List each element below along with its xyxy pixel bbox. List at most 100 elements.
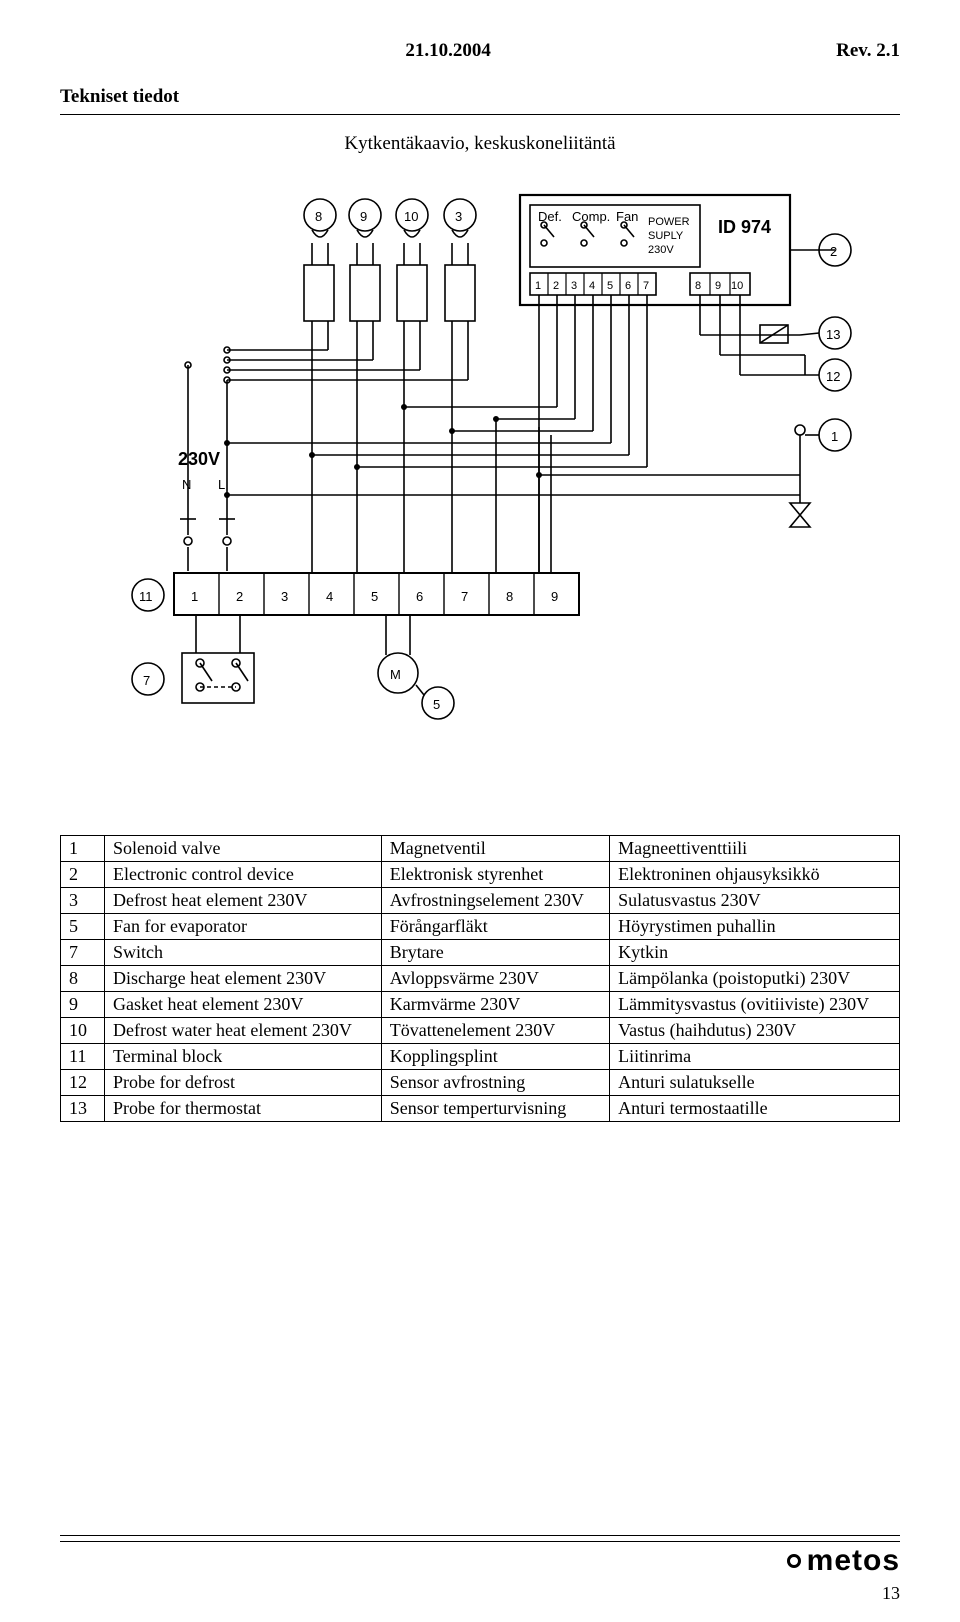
legend-num: 5	[61, 914, 105, 940]
legend-cell: Magnetventil	[381, 836, 609, 862]
header-rev: Rev. 2.1	[836, 40, 900, 62]
legend-cell: Lämmitysvastus (ovitiiviste) 230V	[610, 992, 900, 1018]
svg-text:9: 9	[551, 589, 558, 604]
legend-cell: Probe for thermostat	[105, 1096, 382, 1122]
wiring-diagram: Def. Comp. Fan POWER SUPLY 230V ID 974 1…	[60, 175, 900, 795]
table-row: 9Gasket heat element 230VKarmvärme 230VL…	[61, 992, 900, 1018]
svg-text:6: 6	[625, 280, 631, 292]
legend-cell: Defrost water heat element 230V	[105, 1018, 382, 1044]
legend-num: 2	[61, 862, 105, 888]
svg-text:Fan: Fan	[616, 209, 638, 224]
page-number: 13	[882, 1583, 900, 1604]
legend-cell: Brytare	[381, 940, 609, 966]
brand-logo: metos	[787, 1544, 900, 1578]
legend-cell: Karmvärme 230V	[381, 992, 609, 1018]
legend-num: 7	[61, 940, 105, 966]
svg-text:POWER: POWER	[648, 216, 690, 228]
legend-cell: Magneettiventtiili	[610, 836, 900, 862]
legend-cell: Elektroninen ohjausyksikkö	[610, 862, 900, 888]
legend-cell: Förångarfläkt	[381, 914, 609, 940]
table-row: 11Terminal blockKopplingsplintLiitinrima	[61, 1044, 900, 1070]
legend-cell: Höyrystimen puhallin	[610, 914, 900, 940]
legend-num: 10	[61, 1018, 105, 1044]
svg-text:1: 1	[191, 589, 198, 604]
legend-cell: Terminal block	[105, 1044, 382, 1070]
legend-cell: Anturi termostaatille	[610, 1096, 900, 1122]
legend-num: 12	[61, 1070, 105, 1096]
svg-text:7: 7	[461, 589, 468, 604]
legend-cell: Tövattenelement 230V	[381, 1018, 609, 1044]
svg-text:8: 8	[695, 280, 701, 292]
svg-text:2: 2	[553, 280, 559, 292]
legend-cell: Defrost heat element 230V	[105, 888, 382, 914]
table-row: 12Probe for defrostSensor avfrostningAnt…	[61, 1070, 900, 1096]
svg-text:L: L	[218, 477, 225, 492]
svg-text:230V: 230V	[648, 244, 674, 256]
svg-text:11: 11	[139, 589, 153, 604]
svg-text:12: 12	[826, 369, 840, 384]
legend-cell: Discharge heat element 230V	[105, 966, 382, 992]
svg-text:SUPLY: SUPLY	[648, 230, 684, 242]
svg-text:4: 4	[326, 589, 333, 604]
table-row: 1Solenoid valveMagnetventilMagneettivent…	[61, 836, 900, 862]
svg-text:3: 3	[281, 589, 288, 604]
header-date: 21.10.2004	[405, 40, 491, 62]
svg-text:ID 974: ID 974	[718, 217, 771, 237]
svg-text:5: 5	[607, 280, 613, 292]
legend-cell: Sulatusvastus 230V	[610, 888, 900, 914]
header-rule	[60, 114, 900, 115]
svg-text:9: 9	[715, 280, 721, 292]
svg-text:230V: 230V	[178, 449, 220, 469]
svg-text:2: 2	[236, 589, 243, 604]
legend-cell: Kytkin	[610, 940, 900, 966]
legend-cell: Avloppsvärme 230V	[381, 966, 609, 992]
svg-text:5: 5	[371, 589, 378, 604]
legend-table: 1Solenoid valveMagnetventilMagneettivent…	[60, 835, 900, 1122]
legend-cell: Gasket heat element 230V	[105, 992, 382, 1018]
svg-text:9: 9	[360, 209, 367, 224]
table-row: 7SwitchBrytareKytkin	[61, 940, 900, 966]
legend-num: 1	[61, 836, 105, 862]
header-title: Tekniset tiedot	[60, 86, 900, 108]
svg-text:3: 3	[455, 209, 462, 224]
svg-text:13: 13	[826, 327, 840, 342]
legend-cell: Liitinrima	[610, 1044, 900, 1070]
legend-num: 11	[61, 1044, 105, 1070]
legend-cell: Anturi sulatukselle	[610, 1070, 900, 1096]
legend-num: 8	[61, 966, 105, 992]
legend-cell: Lämpölanka (poistoputki) 230V	[610, 966, 900, 992]
table-row: 8Discharge heat element 230VAvloppsvärme…	[61, 966, 900, 992]
legend-num: 9	[61, 992, 105, 1018]
svg-text:N: N	[182, 477, 191, 492]
table-row: 10Defrost water heat element 230VTövatte…	[61, 1018, 900, 1044]
legend-cell: Switch	[105, 940, 382, 966]
svg-text:6: 6	[416, 589, 423, 604]
legend-cell: Solenoid valve	[105, 836, 382, 862]
svg-text:Comp.: Comp.	[572, 209, 610, 224]
svg-text:M: M	[390, 667, 401, 682]
table-row: 13Probe for thermostatSensor temperturvi…	[61, 1096, 900, 1122]
legend-num: 3	[61, 888, 105, 914]
svg-text:7: 7	[643, 280, 649, 292]
legend-cell: Kopplingsplint	[381, 1044, 609, 1070]
legend-cell: Elektronisk styrenhet	[381, 862, 609, 888]
legend-cell: Avfrostningselement 230V	[381, 888, 609, 914]
table-row: 5Fan for evaporatorFörångarfläktHöyrysti…	[61, 914, 900, 940]
table-row: 2Electronic control deviceElektronisk st…	[61, 862, 900, 888]
page-subtitle: Kytkentäkaavio, keskuskoneliitäntä	[60, 133, 900, 155]
svg-text:7: 7	[143, 673, 150, 688]
logo-text: metos	[807, 1544, 900, 1578]
legend-cell: Vastus (haihdutus) 230V	[610, 1018, 900, 1044]
legend-cell: Sensor temperturvisning	[381, 1096, 609, 1122]
svg-text:10: 10	[731, 280, 743, 292]
legend-cell: Fan for evaporator	[105, 914, 382, 940]
svg-text:10: 10	[404, 209, 418, 224]
legend-cell: Sensor avfrostning	[381, 1070, 609, 1096]
footer-rules	[60, 1535, 900, 1542]
svg-text:4: 4	[589, 280, 595, 292]
svg-text:8: 8	[506, 589, 513, 604]
svg-text:2: 2	[830, 244, 837, 259]
svg-text:8: 8	[315, 209, 322, 224]
logo-circle-icon	[787, 1554, 801, 1568]
legend-cell: Probe for defrost	[105, 1070, 382, 1096]
